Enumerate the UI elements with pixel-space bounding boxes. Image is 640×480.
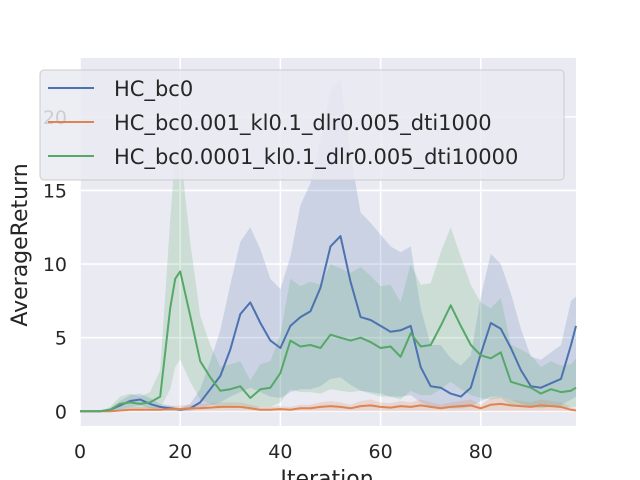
y-axis-label: AverageReturn — [8, 163, 33, 326]
legend-entry: HC_bc0 — [114, 77, 193, 102]
x-tick-label: 40 — [268, 441, 292, 463]
y-tick-label: 10 — [43, 254, 67, 276]
legend: HC_bc0 HC_bc0.001_kl0.1_dlr0.005_dti1000 H… — [39, 69, 565, 181]
x-tick-label: 80 — [469, 441, 493, 463]
y-tick-label: 0 — [55, 401, 67, 423]
line-series-3 — [80, 270, 577, 413]
x-tick-label: 0 — [74, 441, 86, 463]
y-tick-label: 5 — [55, 328, 67, 350]
series-lines — [80, 235, 577, 413]
legend-box — [39, 69, 565, 181]
legend-entry: HC_bc0.0001_kl0.1_dlr0.005_dti10000 — [114, 145, 518, 170]
confidence-band-series-1 — [80, 80, 576, 412]
y-tick-label: 15 — [43, 180, 67, 202]
x-axis-label: Iteration — [280, 467, 373, 480]
x-tick-label: 20 — [168, 441, 192, 463]
line-series-1 — [80, 235, 577, 413]
confidence-band-series-3 — [80, 149, 576, 412]
legend-entry: HC_bc0.001_kl0.1_dlr0.005_dti1000 — [114, 111, 492, 136]
x-tick-label: 60 — [369, 441, 393, 463]
line-series-2 — [80, 402, 577, 413]
